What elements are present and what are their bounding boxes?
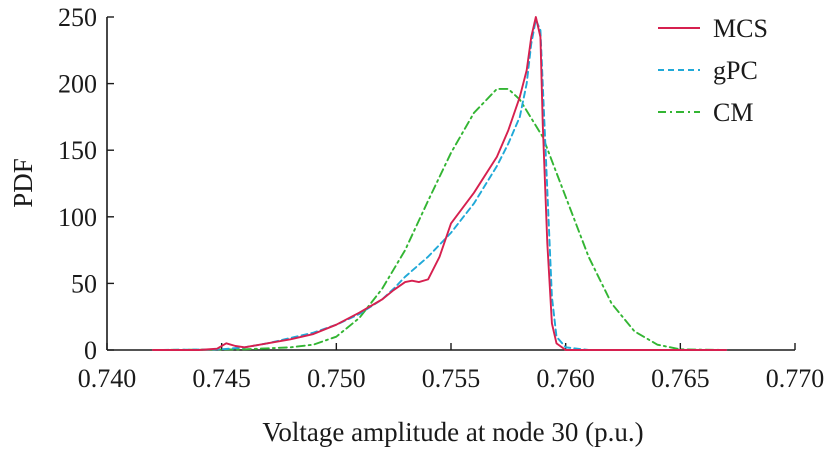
y-tick-label: 0 [84,336,97,365]
legend: MCS gPC CM [658,14,768,127]
y-tick-label: 150 [58,136,97,165]
series-line-mcs [151,16,728,351]
series-line-gpc [151,18,728,351]
x-tick-label: 0.755 [422,364,481,393]
axes: 0.740 0.745 0.750 0.755 0.760 0.765 0.770 0 50 10… [58,3,824,393]
x-tick-label: 0.740 [78,364,137,393]
x-tick-label: 0.770 [766,364,825,393]
legend-label-cm: CM [713,98,753,127]
y-tick-label: 250 [58,3,97,32]
series-layer [151,16,728,351]
x-tick-label: 0.745 [192,364,251,393]
x-axis-title: Voltage amplitude at node 30 (p.u.) [262,417,643,447]
legend-label-gpc: gPC [713,56,758,85]
y-tick-label: 200 [58,70,97,99]
x-tick-label: 0.765 [651,364,710,393]
y-tick-label: 100 [58,203,97,232]
legend-label-mcs: MCS [713,14,768,43]
y-axis-title: PDF [8,158,38,208]
x-tick-label: 0.750 [307,364,366,393]
x-tick-label: 0.760 [536,364,595,393]
y-tick-label: 50 [71,269,97,298]
series-line-cm [151,87,728,351]
